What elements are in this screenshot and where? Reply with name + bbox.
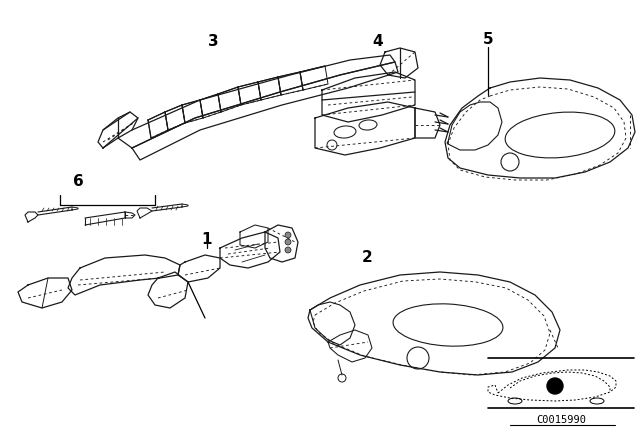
Circle shape <box>285 239 291 245</box>
Circle shape <box>285 232 291 238</box>
Text: 3: 3 <box>208 34 218 49</box>
Text: 4: 4 <box>372 34 383 49</box>
Circle shape <box>285 247 291 253</box>
Text: 6: 6 <box>72 175 83 190</box>
Text: 2: 2 <box>362 250 372 266</box>
Circle shape <box>547 378 563 394</box>
Text: 5: 5 <box>483 33 493 47</box>
Text: 1: 1 <box>202 233 212 247</box>
Text: C0015990: C0015990 <box>536 415 586 425</box>
